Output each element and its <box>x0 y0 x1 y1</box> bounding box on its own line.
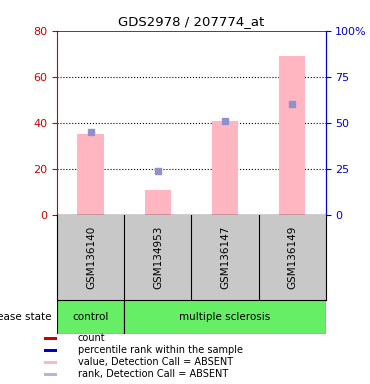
Bar <box>279 56 306 215</box>
Text: count: count <box>78 333 105 343</box>
Text: GSM136147: GSM136147 <box>220 225 230 289</box>
Text: control: control <box>73 312 109 322</box>
Text: GSM134953: GSM134953 <box>153 225 163 289</box>
Bar <box>212 121 238 215</box>
Bar <box>77 134 104 215</box>
Text: GSM136140: GSM136140 <box>86 226 96 289</box>
Bar <box>44 349 57 352</box>
Bar <box>44 372 57 376</box>
Text: multiple sclerosis: multiple sclerosis <box>179 312 270 322</box>
Text: percentile rank within the sample: percentile rank within the sample <box>78 345 243 355</box>
Bar <box>145 190 171 215</box>
Polygon shape <box>59 306 64 327</box>
Bar <box>124 300 326 334</box>
Text: value, Detection Call = ABSENT: value, Detection Call = ABSENT <box>78 357 233 367</box>
Bar <box>44 361 57 364</box>
Title: GDS2978 / 207774_at: GDS2978 / 207774_at <box>118 15 265 28</box>
Text: GSM136149: GSM136149 <box>287 225 297 289</box>
Text: disease state: disease state <box>0 312 52 322</box>
Text: rank, Detection Call = ABSENT: rank, Detection Call = ABSENT <box>78 369 228 379</box>
Bar <box>44 336 57 339</box>
Bar <box>57 300 124 334</box>
